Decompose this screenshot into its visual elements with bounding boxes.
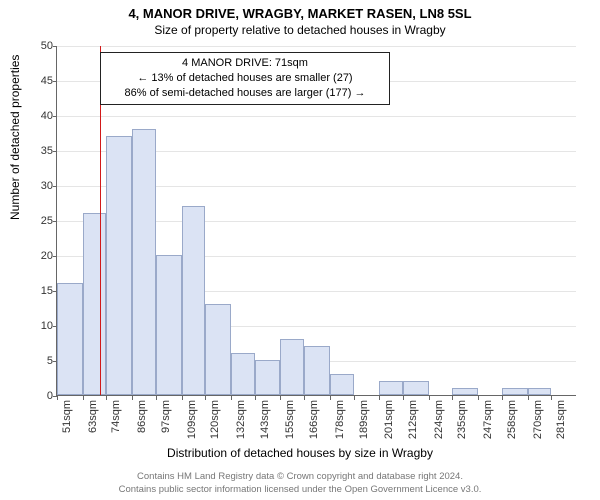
y-tick-mark [53, 221, 57, 222]
page-title: 4, MANOR DRIVE, WRAGBY, MARKET RASEN, LN… [0, 0, 600, 21]
y-tick-mark [53, 116, 57, 117]
x-tick-label: 258sqm [506, 400, 518, 439]
histogram-bar [57, 283, 83, 395]
x-tick-mark [156, 396, 157, 400]
x-tick-label: 201sqm [383, 400, 395, 439]
y-tick-label: 5 [27, 355, 53, 367]
histogram-bar [205, 304, 231, 395]
x-tick-mark [57, 396, 58, 400]
x-tick-mark [551, 396, 552, 400]
x-tick-label: 270sqm [532, 400, 544, 439]
x-tick-mark [106, 396, 107, 400]
histogram-bar [304, 346, 330, 395]
footer-line-2: Contains public sector information licen… [0, 484, 600, 496]
annotation-line: 4 MANOR DRIVE: 71sqm [109, 56, 381, 71]
x-tick-label: 74sqm [110, 400, 122, 433]
x-tick-label: 51sqm [61, 400, 73, 433]
annotation-box: 4 MANOR DRIVE: 71sqm← 13% of detached ho… [100, 52, 390, 105]
histogram-bar [280, 339, 304, 395]
x-tick-mark [255, 396, 256, 400]
y-tick-label: 0 [27, 390, 53, 402]
page-subtitle: Size of property relative to detached ho… [0, 21, 600, 43]
histogram-bar [379, 381, 403, 395]
histogram-bar [182, 206, 206, 395]
histogram-bar [156, 255, 182, 395]
y-tick-mark [53, 186, 57, 187]
y-tick-mark [53, 256, 57, 257]
histogram-bar [132, 129, 156, 395]
y-tick-mark [53, 46, 57, 47]
annotation-line: 86% of semi-detached houses are larger (… [109, 86, 381, 101]
y-tick-label: 50 [27, 40, 53, 52]
x-tick-label: 247sqm [482, 400, 494, 439]
x-axis-label: Distribution of detached houses by size … [0, 446, 600, 460]
histogram-bar [255, 360, 281, 395]
grid-line [57, 116, 576, 117]
histogram-bar [403, 381, 429, 395]
y-tick-label: 10 [27, 320, 53, 332]
x-tick-label: 63sqm [87, 400, 99, 433]
histogram-bar [452, 388, 478, 395]
annotation-line: ← 13% of detached houses are smaller (27… [109, 71, 381, 86]
grid-line [57, 46, 576, 47]
histogram-bar [502, 388, 528, 395]
histogram-bar [528, 388, 552, 395]
x-tick-mark [330, 396, 331, 400]
histogram-bar [330, 374, 354, 395]
x-tick-label: 132sqm [235, 400, 247, 439]
x-tick-mark [452, 396, 453, 400]
x-tick-label: 212sqm [407, 400, 419, 439]
y-tick-mark [53, 81, 57, 82]
x-tick-label: 120sqm [209, 400, 221, 439]
x-tick-label: 281sqm [555, 400, 567, 439]
x-tick-mark [403, 396, 404, 400]
histogram-bar [106, 136, 132, 395]
x-tick-mark [132, 396, 133, 400]
x-tick-mark [379, 396, 380, 400]
plot-area: 0510152025303540455051sqm63sqm74sqm86sqm… [56, 46, 576, 396]
x-tick-label: 235sqm [456, 400, 468, 439]
y-tick-label: 30 [27, 180, 53, 192]
y-tick-label: 35 [27, 145, 53, 157]
x-tick-label: 97sqm [160, 400, 172, 433]
x-tick-mark [354, 396, 355, 400]
x-tick-label: 189sqm [358, 400, 370, 439]
y-tick-label: 15 [27, 285, 53, 297]
x-tick-label: 166sqm [308, 400, 320, 439]
x-tick-mark [429, 396, 430, 400]
x-tick-label: 178sqm [334, 400, 346, 439]
x-tick-mark [478, 396, 479, 400]
attribution-footer: Contains HM Land Registry data © Crown c… [0, 471, 600, 496]
x-tick-mark [528, 396, 529, 400]
histogram-bar [83, 213, 107, 395]
histogram-bar [231, 353, 255, 395]
x-tick-mark [502, 396, 503, 400]
x-tick-mark [205, 396, 206, 400]
y-tick-label: 25 [27, 215, 53, 227]
x-tick-mark [304, 396, 305, 400]
x-tick-label: 143sqm [259, 400, 271, 439]
y-tick-label: 45 [27, 75, 53, 87]
x-tick-mark [83, 396, 84, 400]
y-tick-label: 40 [27, 110, 53, 122]
chart-area: 0510152025303540455051sqm63sqm74sqm86sqm… [56, 46, 576, 396]
y-tick-label: 20 [27, 250, 53, 262]
x-tick-mark [231, 396, 232, 400]
x-tick-mark [182, 396, 183, 400]
x-tick-label: 109sqm [186, 400, 198, 439]
y-tick-mark [53, 151, 57, 152]
x-tick-mark [280, 396, 281, 400]
x-tick-label: 86sqm [136, 400, 148, 433]
y-axis-label: Number of detached properties [8, 55, 22, 220]
footer-line-1: Contains HM Land Registry data © Crown c… [0, 471, 600, 483]
x-tick-label: 155sqm [284, 400, 296, 439]
x-tick-label: 224sqm [433, 400, 445, 439]
